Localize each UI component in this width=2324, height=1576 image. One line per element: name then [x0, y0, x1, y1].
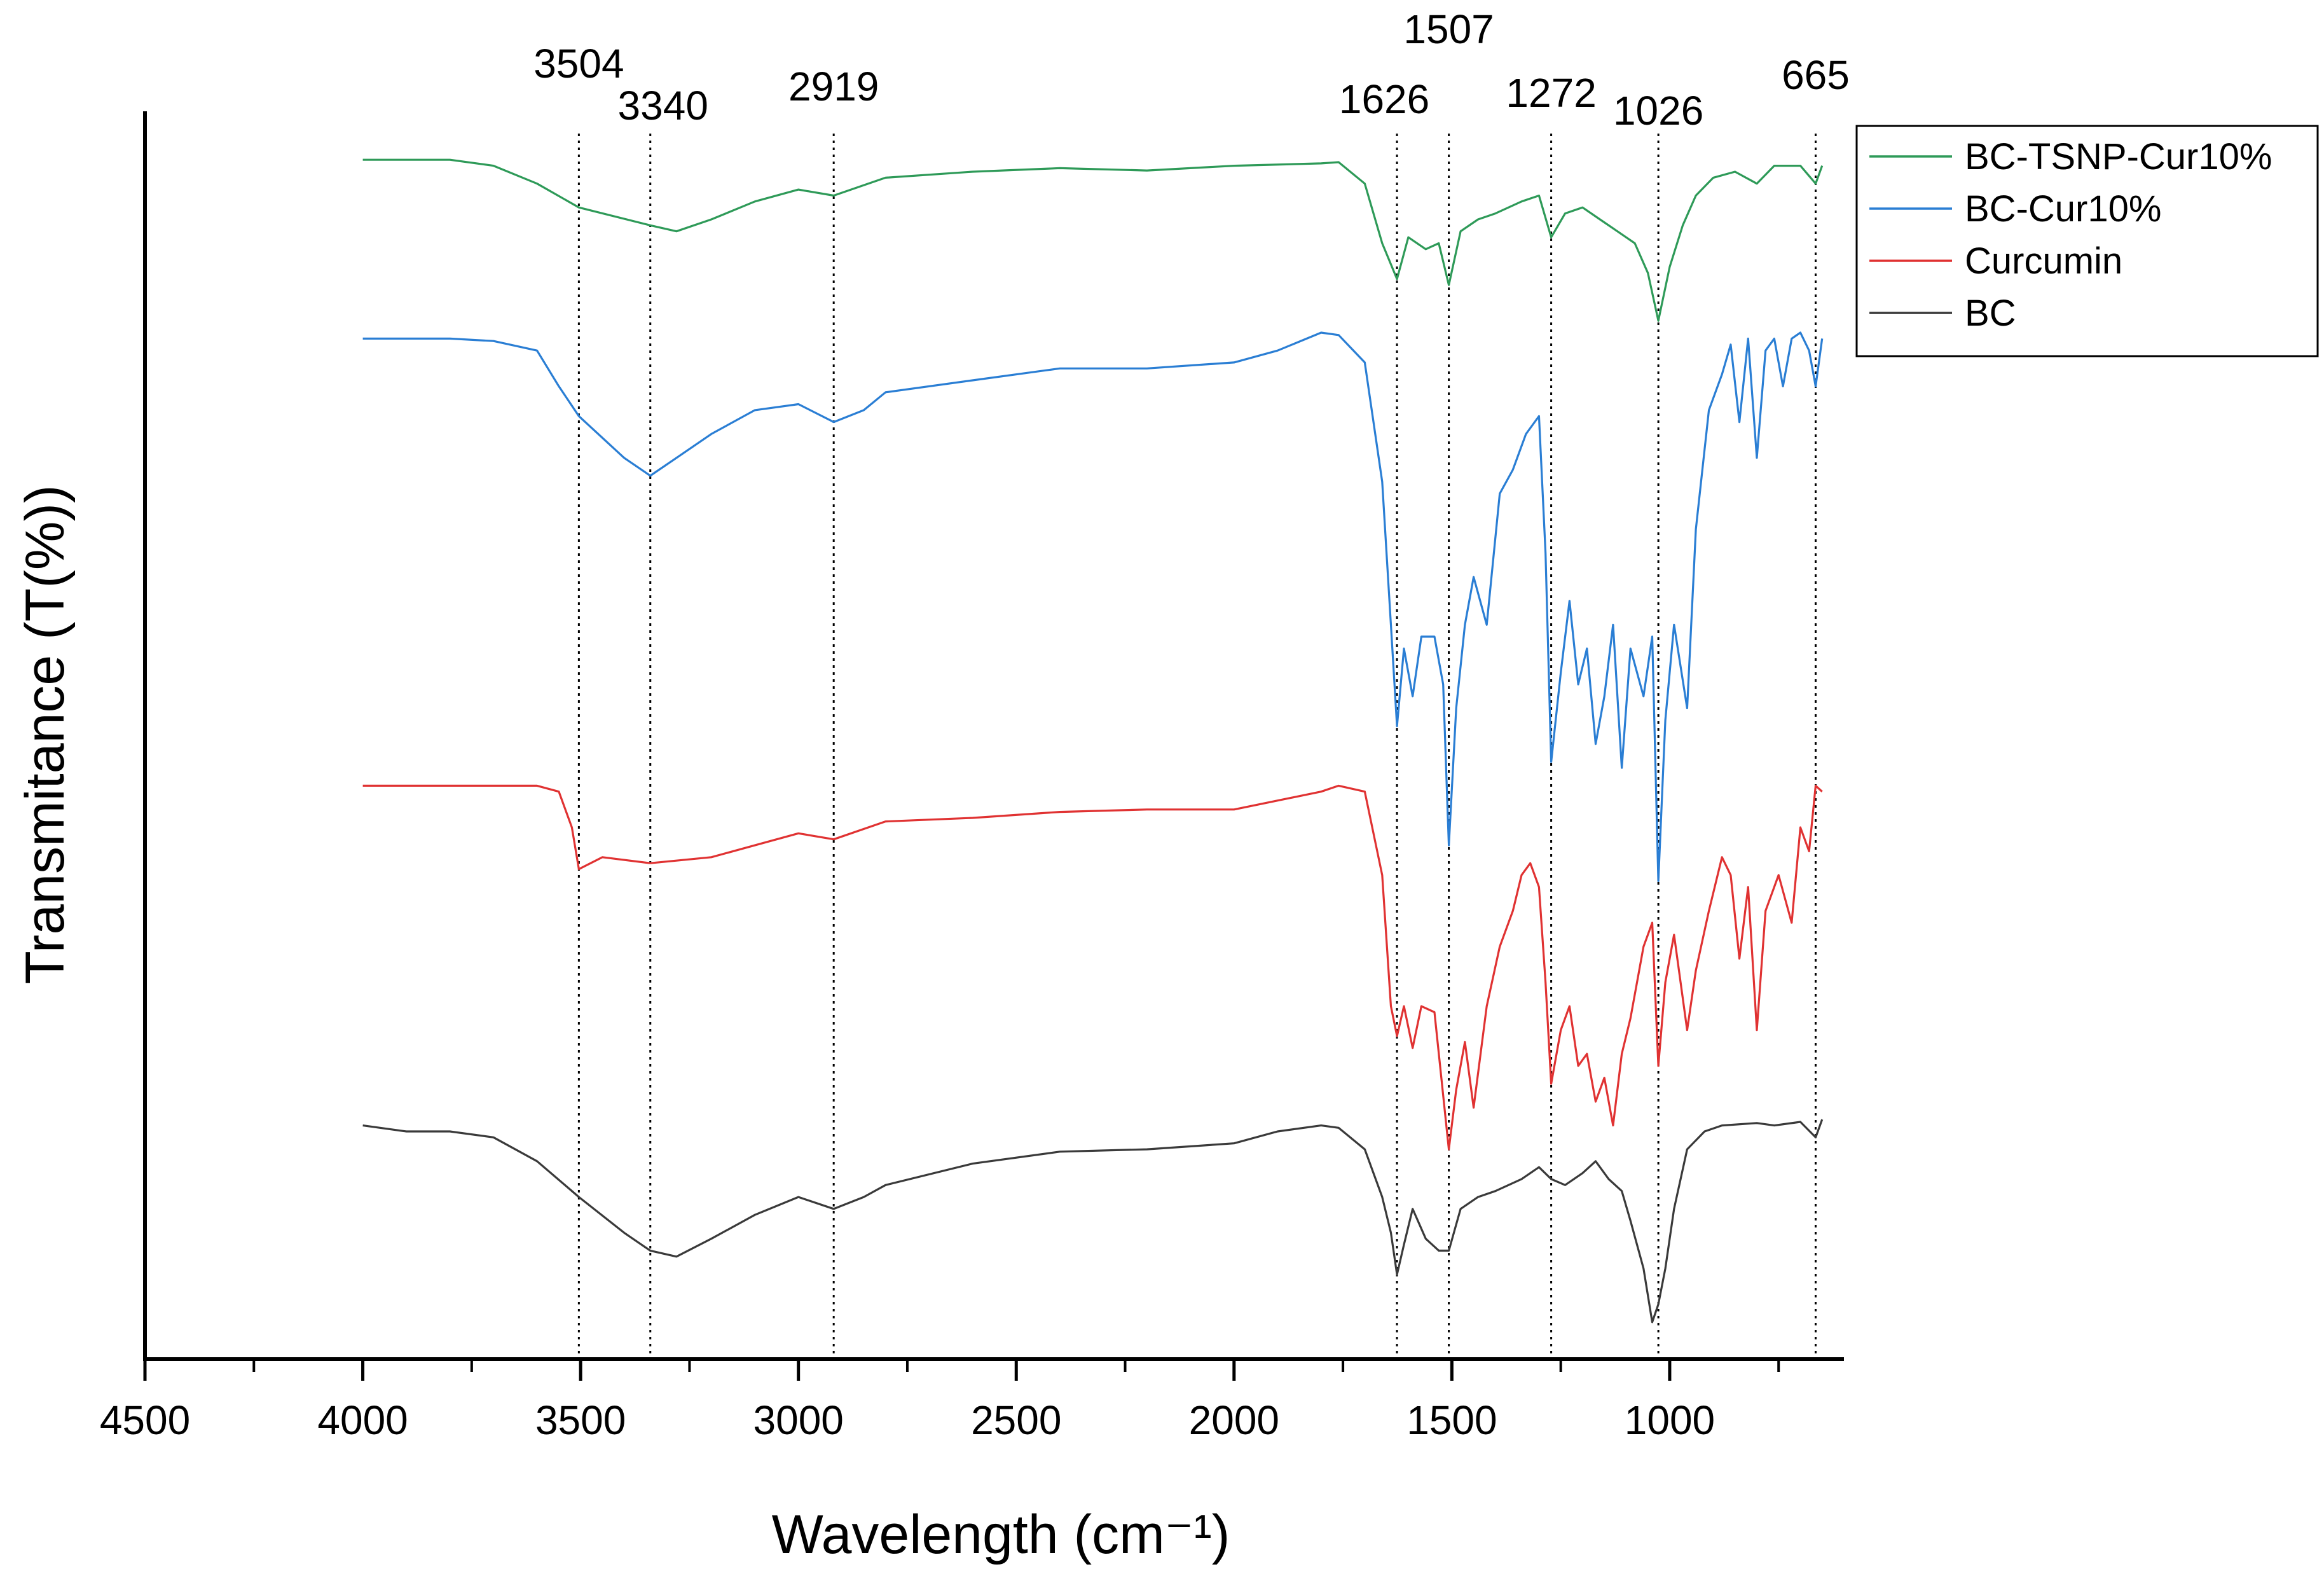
legend-box	[1855, 125, 2319, 357]
peak-label-2919: 2919	[788, 64, 879, 109]
legend-label: BC-TSNP-Cur10%	[1965, 136, 2272, 177]
series-line-bc-cur10-	[362, 331, 1824, 882]
peak-label-665: 665	[1782, 52, 1850, 98]
x-tick-label: 1000	[1625, 1397, 1715, 1443]
legend: BC-TSNP-Cur10% BC-Cur10% Curcumin BC	[1855, 125, 2319, 357]
series-line-bc-tsnp-cur10-	[362, 158, 1824, 322]
legend-label: BC	[1965, 293, 2016, 334]
peak-label-1272: 1272	[1506, 70, 1596, 116]
x-tick-label: 1500	[1406, 1397, 1497, 1443]
legend-label: BC-Cur10%	[1965, 188, 2161, 230]
x-tick-label: 2000	[1189, 1397, 1279, 1443]
series-line-bc	[362, 1119, 1824, 1324]
peak-label-3340: 3340	[618, 83, 708, 128]
x-tick-label: 3500	[535, 1397, 626, 1443]
peak-label-1026: 1026	[1613, 88, 1703, 134]
peak-marker-lines	[577, 134, 1817, 1359]
x-tick-label: 2500	[971, 1397, 1061, 1443]
x-axis-ticks: 4500 4000 3500 3000 2500 2000 1500 1000	[100, 1359, 1780, 1443]
y-axis-title: Transmitance (T(%))	[15, 485, 76, 984]
peak-label-1626: 1626	[1339, 76, 1429, 122]
x-tick-label: 4500	[100, 1397, 190, 1443]
peak-label-3504: 3504	[533, 41, 624, 86]
x-tick-label: 3000	[753, 1397, 844, 1443]
axes	[143, 111, 1844, 1361]
series-line-curcumin	[362, 784, 1823, 1151]
x-axis-title: Wavelength (cm⁻¹)	[772, 1504, 1230, 1565]
peak-label-1507: 1507	[1403, 6, 1494, 52]
spectrum-series	[362, 158, 1824, 1324]
legend-label: Curcumin	[1965, 240, 2122, 282]
x-tick-label: 4000	[317, 1397, 408, 1443]
